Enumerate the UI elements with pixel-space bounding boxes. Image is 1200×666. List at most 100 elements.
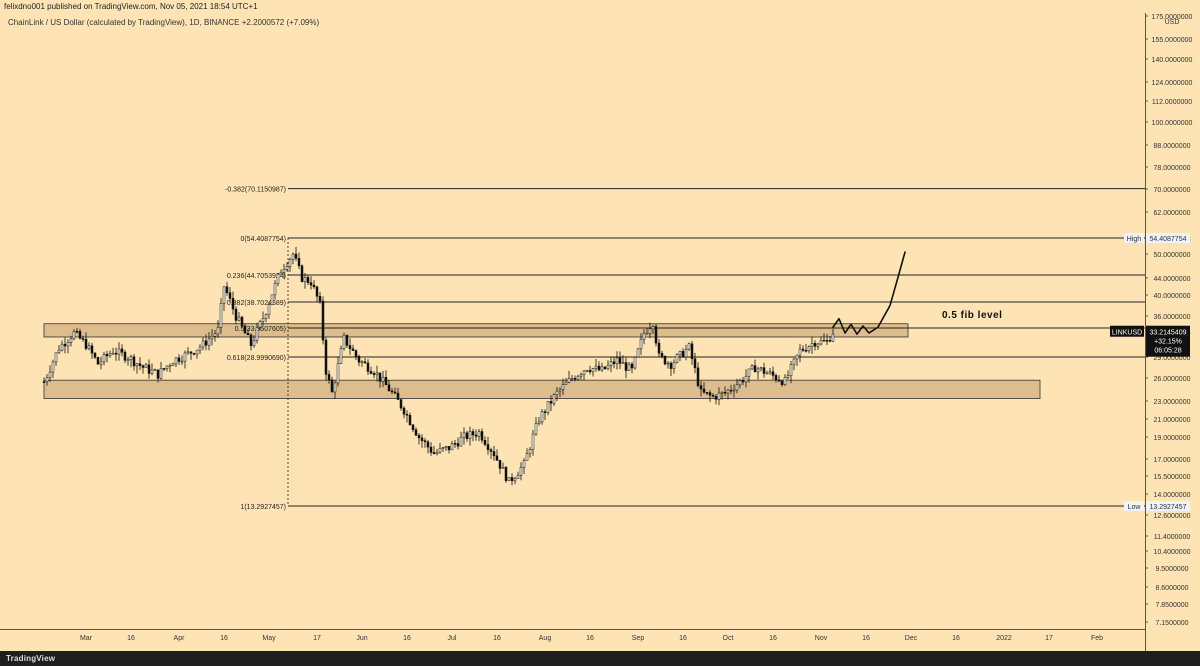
candle-body bbox=[192, 353, 196, 355]
candle-body bbox=[744, 375, 748, 383]
candle-body bbox=[306, 276, 310, 283]
candle-body bbox=[303, 276, 307, 282]
candle-body bbox=[309, 282, 313, 286]
candle-body bbox=[699, 385, 703, 390]
candle-body bbox=[639, 338, 643, 350]
time-tick-label: 16 bbox=[586, 635, 594, 642]
candle-body bbox=[318, 295, 322, 302]
candle-body bbox=[108, 353, 112, 357]
candle-body bbox=[534, 423, 538, 435]
candle-body bbox=[729, 389, 733, 392]
candle-body bbox=[831, 333, 835, 342]
candle-body bbox=[114, 352, 118, 355]
candle-body bbox=[180, 360, 184, 363]
price-tick-label: 100.0000000 bbox=[1152, 120, 1193, 127]
candle-body bbox=[429, 446, 433, 453]
candle-body bbox=[522, 460, 526, 468]
price-tick-label: 11.4000000 bbox=[1154, 534, 1191, 541]
candle-body bbox=[714, 396, 718, 400]
candle-body bbox=[132, 356, 136, 367]
candle-body bbox=[390, 390, 394, 393]
candle-body bbox=[45, 377, 49, 382]
candle-body bbox=[738, 380, 742, 386]
fib-layer: -0.382(70.1150987) 0(54.4087754) 0.236(44.… bbox=[225, 187, 1145, 511]
time-axis[interactable]: Mar 16 Apr 16 May 17 Jun 16 Jul 16 Aug 16 Sep 16 Oct 16… bbox=[80, 635, 1103, 642]
candle-body bbox=[126, 359, 130, 362]
candle-body bbox=[438, 448, 442, 453]
candle-body bbox=[432, 452, 436, 454]
tradingview-logo[interactable]: TradingView bbox=[6, 654, 56, 663]
candle-body bbox=[201, 340, 205, 348]
candle-body bbox=[663, 355, 667, 365]
candle-body bbox=[102, 353, 106, 363]
candle-body bbox=[768, 371, 772, 374]
candle-body bbox=[234, 308, 238, 321]
bar-countdown: 06:05:28 bbox=[1154, 348, 1181, 355]
candle-body bbox=[183, 352, 187, 362]
candle-body bbox=[177, 357, 181, 362]
candle-body bbox=[225, 286, 229, 293]
candle-body bbox=[348, 345, 352, 349]
candle-body bbox=[129, 356, 133, 361]
candle-body bbox=[450, 443, 454, 451]
time-tick-label: Oct bbox=[723, 635, 734, 642]
candle-body bbox=[720, 391, 724, 394]
candle-body bbox=[591, 368, 595, 373]
price-tick-label: 19.0000000 bbox=[1154, 435, 1191, 442]
candle-body bbox=[111, 352, 115, 355]
candle-body bbox=[687, 343, 691, 350]
candle-body bbox=[387, 384, 391, 392]
candle-body bbox=[615, 357, 619, 365]
symbol-line: ChainLink / US Dollar (calculated by Tra… bbox=[8, 18, 320, 27]
candle-body bbox=[54, 352, 58, 363]
candle-body bbox=[483, 439, 487, 445]
candle-body bbox=[774, 375, 778, 381]
time-tick-label: Jul bbox=[448, 635, 457, 642]
price-tick-label: 12.6000000 bbox=[1154, 513, 1191, 520]
candle-body bbox=[210, 336, 214, 340]
candle-body bbox=[573, 378, 577, 380]
candle-body bbox=[456, 443, 460, 447]
candle-body bbox=[366, 362, 370, 372]
candle-body bbox=[798, 348, 802, 356]
time-tick-label: Aug bbox=[539, 635, 552, 642]
candle-body bbox=[642, 333, 646, 340]
time-tick-label: Dec bbox=[905, 635, 918, 642]
candle-body bbox=[165, 365, 169, 370]
price-tick-label: 14.0000000 bbox=[1154, 492, 1191, 499]
candle-body bbox=[258, 321, 262, 328]
candle-body bbox=[246, 332, 250, 336]
candle-body bbox=[189, 351, 193, 354]
badge-value: 54.4087754 bbox=[1150, 236, 1187, 243]
candle-body bbox=[753, 365, 757, 373]
candle-body bbox=[645, 332, 649, 335]
candle-body bbox=[207, 338, 211, 346]
price-axis[interactable]: 175.0000000 155.0000000 140.0000000 124.000… bbox=[1145, 14, 1193, 627]
candle-body bbox=[291, 253, 295, 260]
candle-body bbox=[756, 368, 760, 373]
candle-body bbox=[702, 388, 706, 393]
candle-body bbox=[375, 372, 379, 375]
candle-body bbox=[567, 378, 571, 383]
candle-body bbox=[327, 374, 331, 380]
fib-label: 0.382(38.7024589) bbox=[227, 300, 286, 307]
last-price-change: +32.15% bbox=[1154, 339, 1182, 346]
candle-body bbox=[801, 348, 805, 351]
price-tick-label: 88.0000000 bbox=[1154, 143, 1191, 150]
candle-body bbox=[579, 374, 583, 377]
candle-body bbox=[681, 350, 685, 358]
candle-body bbox=[357, 356, 361, 363]
candle-body bbox=[609, 361, 613, 366]
price-tick-label: 8.6000000 bbox=[1155, 585, 1188, 592]
time-tick-label: 16 bbox=[220, 635, 228, 642]
candle-body bbox=[648, 328, 652, 334]
time-tick-label: 16 bbox=[403, 635, 411, 642]
price-tick-label: 70.0000000 bbox=[1154, 187, 1191, 194]
candle-body bbox=[123, 351, 127, 361]
time-tick-label: Feb bbox=[1091, 635, 1103, 642]
candle-body bbox=[93, 352, 97, 358]
candle-body bbox=[162, 368, 166, 370]
candle-body bbox=[822, 339, 826, 342]
candle-body bbox=[480, 431, 484, 441]
